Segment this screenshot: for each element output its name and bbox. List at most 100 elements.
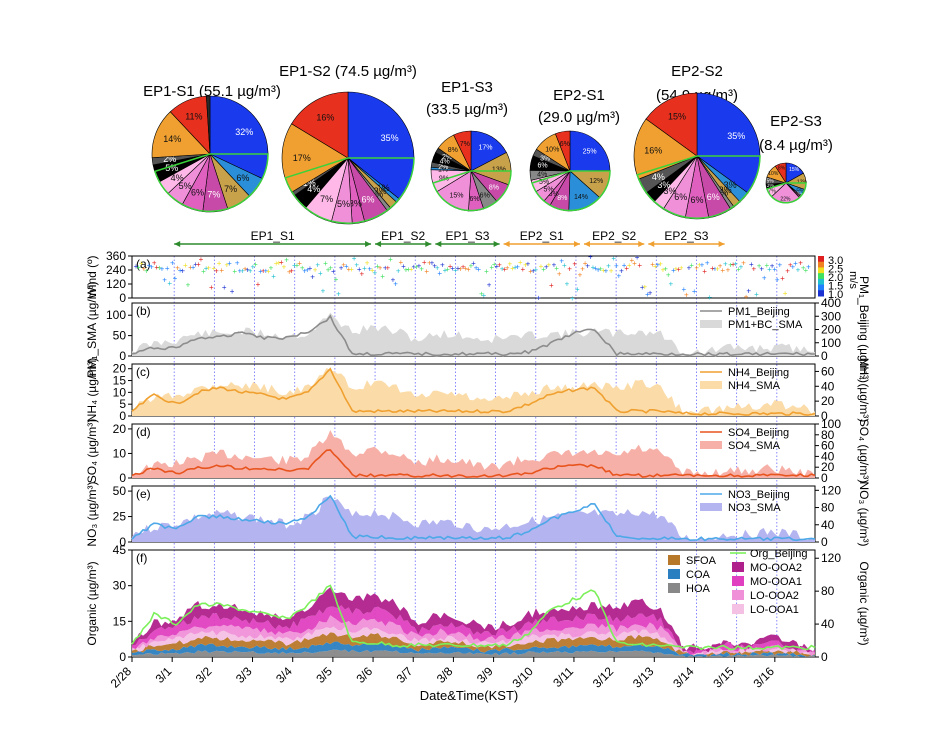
colorbar-segment bbox=[818, 256, 824, 263]
wind-point: + bbox=[637, 261, 642, 270]
wind-point: + bbox=[154, 263, 159, 272]
series-area-SO4_SMA bbox=[132, 430, 815, 478]
wind-point: + bbox=[152, 258, 157, 267]
pie-slice-label: 5% bbox=[337, 199, 350, 209]
wind-point: + bbox=[186, 280, 191, 289]
series-line-NH4_Beijing bbox=[131, 367, 816, 416]
x-tick-label: 2/28 bbox=[108, 664, 135, 691]
wind-point: + bbox=[658, 260, 663, 269]
wind-point: + bbox=[144, 266, 149, 275]
y-tick-label: 10 bbox=[113, 446, 127, 460]
wind-point: + bbox=[318, 269, 323, 278]
colorbar-tick-label: 2.0 bbox=[828, 272, 843, 284]
x-tick-label: 3/9 bbox=[474, 664, 496, 686]
wind-point: + bbox=[572, 259, 577, 268]
wind-point: + bbox=[180, 266, 185, 275]
wind-point: + bbox=[482, 291, 487, 300]
period-arrow-head bbox=[425, 241, 432, 247]
wind-point: + bbox=[235, 259, 240, 268]
wind-point: + bbox=[723, 260, 728, 269]
pie-slice-label: 10% bbox=[545, 147, 559, 154]
wind-point: + bbox=[557, 270, 562, 279]
wind-point: + bbox=[417, 261, 422, 270]
organic-outline bbox=[636, 155, 761, 219]
wind-point: + bbox=[533, 265, 538, 274]
wind-point: + bbox=[700, 260, 705, 269]
wind-point: + bbox=[310, 272, 315, 281]
legend-label: PM1+BC_SMA bbox=[728, 319, 803, 331]
period-label: EP1_S1 bbox=[251, 229, 295, 243]
y-right-tick-label: 60 bbox=[821, 439, 835, 453]
wind-point: + bbox=[287, 267, 292, 276]
x-tick-label: 3/2 bbox=[193, 664, 215, 686]
wind-point: + bbox=[681, 285, 686, 294]
organic-outline bbox=[766, 182, 807, 204]
stack-area-MO-OOA1 bbox=[132, 605, 815, 655]
wind-point: + bbox=[668, 279, 673, 288]
wind-point: + bbox=[484, 267, 489, 276]
wind-point: + bbox=[170, 259, 175, 268]
pie-slice-label: 4% bbox=[440, 159, 450, 166]
wind-point: + bbox=[601, 266, 606, 275]
wind-point: + bbox=[549, 281, 554, 290]
legend-swatch bbox=[700, 441, 722, 449]
wind-point: + bbox=[300, 264, 305, 273]
wind-point: + bbox=[250, 263, 255, 272]
wind-point: + bbox=[463, 264, 468, 273]
wind-point: + bbox=[360, 269, 365, 278]
wind-point: + bbox=[710, 264, 715, 273]
y-right-tick-label: 100 bbox=[821, 336, 841, 350]
wind-point: + bbox=[308, 264, 313, 273]
colorbar-tick-label: 1.5 bbox=[828, 281, 843, 293]
wind-point: + bbox=[453, 266, 458, 275]
wind-point: + bbox=[754, 290, 759, 299]
wind-point: + bbox=[622, 261, 627, 270]
wind-point: + bbox=[528, 267, 533, 276]
wind-point: + bbox=[401, 262, 406, 271]
pie-slice-label: 16% bbox=[644, 145, 662, 155]
wind-point: + bbox=[284, 256, 289, 265]
wind-point: + bbox=[715, 264, 720, 273]
wind-point: + bbox=[604, 267, 609, 276]
y-tick-label: 0 bbox=[119, 650, 126, 664]
x-tick-label: 3/8 bbox=[434, 664, 456, 686]
legend-label: NO3_Beijing bbox=[728, 489, 790, 501]
x-tick-label: 3/7 bbox=[394, 664, 416, 686]
wind-point: + bbox=[505, 264, 510, 273]
pie-slice-label: 3% bbox=[663, 186, 676, 196]
pie-slice-label: 6% bbox=[191, 188, 204, 198]
wind-point: + bbox=[295, 261, 300, 270]
y-tick-label: 30 bbox=[113, 579, 127, 593]
pie-slice-label: 7% bbox=[768, 189, 776, 195]
wind-point: + bbox=[266, 267, 271, 276]
wind-point: + bbox=[801, 263, 806, 272]
pie-slice-label: 6% bbox=[690, 195, 703, 205]
period-arrow-head bbox=[718, 241, 725, 247]
y-tick-label: 240 bbox=[106, 263, 126, 277]
y-tick-label: 0 bbox=[119, 471, 126, 485]
wind-point: + bbox=[141, 265, 146, 274]
pie-slice-label: 4% bbox=[307, 184, 320, 194]
wind-point: + bbox=[765, 261, 770, 270]
wind-point: + bbox=[149, 263, 154, 272]
wind-point: + bbox=[541, 265, 546, 274]
wind-point: + bbox=[193, 260, 198, 269]
x-tick-label: 3/15 bbox=[710, 664, 737, 691]
pie-slice-label: 5% bbox=[179, 181, 192, 191]
wind-point: + bbox=[666, 271, 671, 280]
pie-subtitle: (8.4 µg/m³) bbox=[759, 137, 833, 154]
x-tick-label: 3/13 bbox=[630, 664, 657, 691]
series-line-Org_Beijing bbox=[131, 584, 816, 651]
pie-5: EP2-S2(54.9 µg/m³)35%3%2%1%6%6%6%3%3%4%1… bbox=[633, 63, 761, 220]
legend-swatch bbox=[732, 562, 744, 572]
period-arrow-head bbox=[503, 241, 510, 247]
wind-point: + bbox=[500, 264, 505, 273]
wind-point: + bbox=[404, 266, 409, 275]
wind-point: + bbox=[741, 258, 746, 267]
wind-point: + bbox=[466, 265, 471, 274]
wind-point: + bbox=[585, 262, 590, 271]
wind-point: + bbox=[321, 287, 326, 296]
wind-point: + bbox=[531, 267, 536, 276]
y-axis-label: Organic (µg/m³) bbox=[85, 561, 99, 645]
wind-point: + bbox=[518, 258, 523, 267]
